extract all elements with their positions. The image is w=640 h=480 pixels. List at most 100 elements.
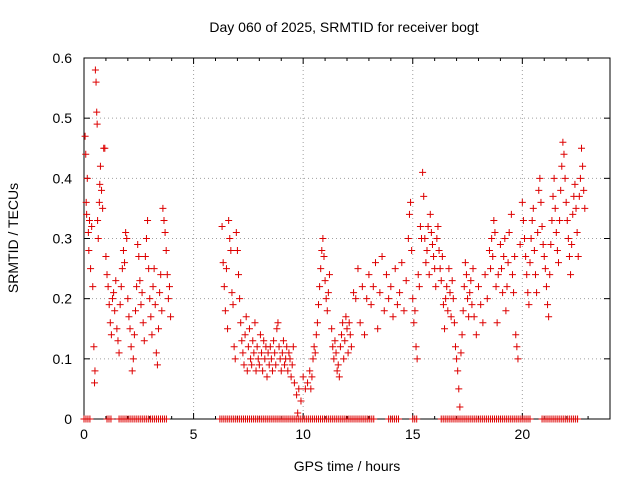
data-point [233,247,241,255]
data-point [343,325,351,333]
data-point [536,174,544,182]
data-point [540,253,548,261]
data-point [346,331,354,339]
data-point [338,331,346,339]
data-point [284,367,292,375]
data-point [273,325,281,333]
data-point [378,253,386,261]
data-point [422,259,430,267]
data-point [135,253,143,261]
data-point [317,265,325,273]
data-point [283,343,291,351]
data-point [581,204,589,212]
data-point [426,210,434,218]
data-point [159,204,167,212]
data-point [119,247,127,255]
x-tick-label: 15 [405,426,421,442]
y-tick-label: 0.5 [53,110,73,126]
data-point [458,331,466,339]
data-point [457,349,465,357]
data-point [227,247,235,255]
data-point [550,174,558,182]
data-point [449,295,457,303]
data-point [117,283,125,291]
data-point [427,228,435,236]
x-tick-label: 0 [80,426,88,442]
data-point [110,289,118,297]
data-point [439,301,447,309]
data-point [398,259,406,267]
data-point [277,367,285,375]
data-point [304,379,312,387]
data-point [546,271,554,279]
data-point [220,283,228,291]
data-point [316,283,324,291]
data-point [513,343,521,351]
data-point [499,289,507,297]
data-point [85,216,93,224]
data-point [537,198,545,206]
data-point [460,283,468,291]
data-point [425,271,433,279]
data-point [514,355,522,363]
data-point [438,253,446,261]
data-point [289,343,297,351]
data-point [462,271,470,279]
data-point [530,247,538,255]
data-point [156,289,164,297]
data-point [271,349,279,357]
data-point [447,313,455,321]
data-point [162,247,170,255]
data-point [559,138,567,146]
data-point [126,325,134,333]
data-point [87,265,95,273]
data-point [161,228,169,236]
x-tick-label: 20 [515,426,531,442]
data-point [253,343,261,351]
data-point [294,409,302,417]
data-point [311,349,319,357]
data-point [263,373,271,381]
data-point [423,247,431,255]
data-point [94,235,102,242]
zero-data-point [370,415,378,423]
data-point [556,216,564,224]
data-point [231,355,239,363]
data-point [391,265,399,273]
data-markers [80,66,589,423]
data-point [542,283,550,291]
data-point [320,253,328,261]
data-point [538,222,546,230]
data-point [222,265,230,273]
data-point [228,289,236,297]
data-point [500,253,508,261]
data-point [132,307,140,315]
data-point [243,367,251,375]
data-point [407,198,415,206]
data-point [272,361,280,369]
data-point [445,265,453,273]
data-point [444,307,452,315]
data-point [352,295,360,303]
data-point [308,373,316,381]
data-point [413,355,421,363]
data-point [134,241,142,249]
data-point [527,235,535,242]
data-point [287,373,295,381]
data-point [374,325,382,333]
data-point [525,301,533,309]
data-point [461,259,469,267]
data-point [125,313,133,321]
data-point [299,373,307,381]
data-point [528,216,536,224]
data-point [295,385,303,393]
data-point [501,235,509,242]
data-point [139,319,147,327]
data-point [565,253,573,261]
data-point [152,349,160,357]
data-point [553,247,561,255]
data-point [516,241,524,249]
data-point [328,325,336,333]
data-point [573,228,581,236]
